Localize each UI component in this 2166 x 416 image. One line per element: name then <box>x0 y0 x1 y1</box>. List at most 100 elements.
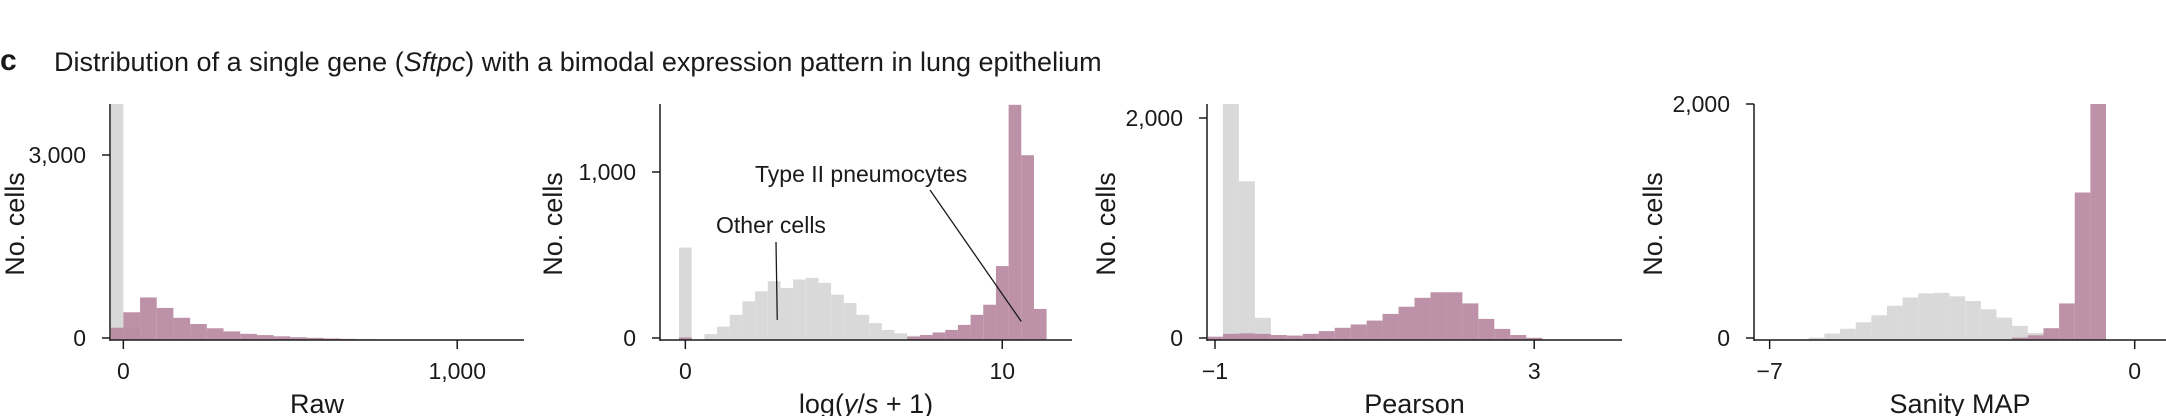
bar-type-ii <box>290 337 307 340</box>
x-axis-label: Sanity MAP <box>1889 389 2030 416</box>
bar-type-ii <box>1208 336 1223 340</box>
y-tick-label: 0 <box>73 325 86 351</box>
bar-other-cells <box>793 279 806 340</box>
bar-other-cells <box>894 333 908 340</box>
bar-type-ii <box>206 328 224 340</box>
x-axis-label: Pearson <box>1364 389 1465 416</box>
bar-type-ii <box>2090 104 2107 340</box>
bar-other-cells <box>1980 309 1997 340</box>
title-prefix: Distribution of a single gene ( <box>54 47 404 77</box>
bar-other-cells <box>805 277 819 340</box>
y-axis-label: No. cells <box>1638 172 1668 276</box>
x-tick-label: 10 <box>989 358 1015 384</box>
bar-type-ii <box>1021 155 1034 340</box>
bar-other-cells <box>1808 337 1825 340</box>
bar-type-ii <box>123 312 141 340</box>
bar-type-ii <box>223 331 241 340</box>
y-tick-label: 3,000 <box>28 142 86 168</box>
bar-other-cells <box>729 314 743 340</box>
bar-type-ii <box>1302 333 1319 340</box>
bar-other-cells <box>1855 322 1872 340</box>
bar-other-cells <box>1902 297 1919 340</box>
figure-title: Distribution of a single gene (Sftpc) wi… <box>54 47 1102 78</box>
bar-type-ii <box>273 336 291 340</box>
bar-type-ii <box>995 266 1009 340</box>
bar-type-ii <box>140 297 157 340</box>
x-axis-label-part: y <box>842 389 859 416</box>
bar-other-cells <box>843 303 857 340</box>
x-axis-label: log(y/s + 1) <box>799 389 933 416</box>
bar-type-ii <box>1270 335 1287 340</box>
bar-other-cells <box>1824 333 1841 340</box>
bar-other-cells <box>1840 328 1856 340</box>
bar-other-cells <box>856 314 870 340</box>
bar-type-ii <box>957 324 971 340</box>
x-tick-label: 0 <box>679 358 692 384</box>
annotation-leader-line <box>929 189 1022 322</box>
y-tick-label: 1,000 <box>578 159 636 185</box>
bar-type-ii <box>907 336 920 340</box>
bar-other-cells <box>1871 315 1887 340</box>
annotation-label: Type II pneumocytes <box>755 161 967 187</box>
bar-other-cells <box>767 281 781 340</box>
y-tick-label: 0 <box>623 325 636 351</box>
y-tick-label: 0 <box>1717 325 1730 351</box>
x-tick-label: 0 <box>2128 358 2141 384</box>
y-tick-label: 0 <box>1170 325 1183 351</box>
panel-label: c <box>0 44 17 77</box>
bar-type-ii <box>970 314 984 340</box>
chart-panel-1: 0 3,000 0 1,000 Raw No. cells <box>0 104 524 416</box>
bar-type-ii <box>1382 313 1399 340</box>
bar-other-cells <box>704 334 718 340</box>
bar-other-cells <box>111 104 124 340</box>
bar-type-ii <box>2043 328 2060 340</box>
annotation-leader-line <box>775 241 778 320</box>
bar-type-ii <box>1462 303 1479 340</box>
bar-type-ii <box>1478 318 1495 340</box>
x-tick-label: −1 <box>1202 358 1228 384</box>
chart-panel-3: 0 2,000 −1 3 Pearson No. cells <box>1091 104 1622 416</box>
bar-other-cells <box>831 294 844 340</box>
bar-type-ii <box>1526 337 1543 340</box>
bar-type-ii <box>190 323 207 340</box>
bar-type-ii <box>1398 306 1415 340</box>
y-tick-label: 2,000 <box>1672 91 1730 117</box>
bar-type-ii <box>1494 328 1511 340</box>
gene-name: Sftpc <box>403 47 466 77</box>
bar-other-cells <box>1949 296 1966 340</box>
bar-type-ii <box>1238 333 1255 340</box>
bar-other-cells <box>780 287 794 340</box>
bar-type-ii <box>323 338 341 340</box>
bar-type-ii <box>2059 303 2075 340</box>
bar-type-ii <box>256 335 274 340</box>
x-tick-label: 3 <box>1528 358 1541 384</box>
bar-type-ii <box>932 332 946 340</box>
bar-other-cells <box>755 291 768 340</box>
y-tick-label: 2,000 <box>1125 105 1183 131</box>
bar-type-ii <box>1430 292 1447 340</box>
y-axis-label: No. cells <box>0 172 30 276</box>
bar-other-cells <box>1238 181 1255 340</box>
x-axis-label-part: log( <box>799 389 844 416</box>
x-tick-label: 0 <box>117 358 130 384</box>
chart-panel-2: 0 1,000 0 10 log(y/s + 1) No. cells Type II pn… <box>538 104 1072 416</box>
bar-type-ii <box>2012 337 2028 340</box>
bar-type-ii <box>679 337 692 340</box>
bar-type-ii <box>173 317 191 340</box>
bar-type-ii <box>1286 335 1303 340</box>
bar-type-ii <box>1446 292 1463 340</box>
bar-type-ii <box>1318 331 1335 340</box>
chart-panel-4: 0 2,000 −7 0 Sanity MAP No. cells <box>1638 91 2166 416</box>
bar-type-ii <box>1350 324 1367 340</box>
bar-type-ii <box>1254 333 1271 340</box>
bar-type-ii <box>240 333 257 340</box>
x-tick-label: 1,000 <box>428 358 486 384</box>
x-axis-label-part: / <box>857 389 865 416</box>
x-axis-label-part: + 1) <box>878 389 933 416</box>
bar-type-ii <box>306 337 324 340</box>
bar-other-cells <box>1222 104 1239 340</box>
bar-other-cells <box>881 329 895 340</box>
bar-type-ii <box>945 329 958 340</box>
bar-other-cells <box>717 326 730 340</box>
